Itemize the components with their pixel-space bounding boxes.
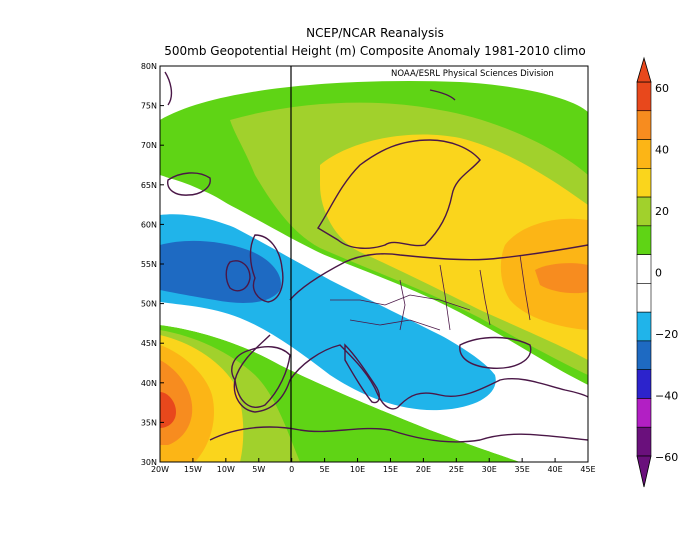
colorbar-label: 40 — [655, 144, 669, 157]
positive-anomaly-southwest-peak — [160, 392, 176, 428]
coast-continental-europe — [233, 244, 588, 413]
coast-iberia — [231, 346, 291, 408]
colorbar-label: −40 — [655, 390, 678, 403]
lat-label: 75N — [141, 102, 157, 111]
lon-label: 10W — [217, 465, 235, 474]
contour-fill — [160, 66, 588, 462]
coast-iceland — [167, 172, 211, 196]
colorbar-bin — [636, 81, 652, 112]
lat-label: 80N — [141, 62, 157, 71]
colorbar-bin — [636, 398, 652, 428]
lon-label: 35E — [515, 465, 530, 474]
coast-italy — [344, 343, 380, 404]
lon-label: 45E — [580, 465, 595, 474]
white-gap-north — [160, 176, 588, 400]
positive-anomaly-east-max — [535, 263, 588, 294]
colorbar-bin — [636, 369, 652, 399]
lon-label: 5E — [320, 465, 330, 474]
lon-label: 25E — [449, 465, 464, 474]
coast-great-britain — [249, 234, 284, 303]
coast-scandinavia — [317, 139, 481, 249]
map-subtitle: 500mb Geopotential Height (m) Composite … — [164, 44, 586, 58]
lat-label: 65N — [141, 181, 157, 190]
colorbar-label: −20 — [655, 328, 678, 341]
coast-ireland — [225, 260, 251, 292]
colorbar-bin — [636, 196, 652, 227]
lon-label: 30E — [482, 465, 497, 474]
colorbar-bin — [636, 110, 652, 140]
colorbar-bin — [636, 283, 652, 313]
credit-box — [388, 67, 587, 79]
lon-label: 20W — [151, 465, 169, 474]
coast-north-africa — [209, 426, 588, 443]
colorbar-bin — [636, 340, 652, 370]
colorbar-bottom-arrow — [636, 455, 652, 488]
lat-label: 35N — [141, 418, 157, 427]
colorbar-bin — [636, 426, 652, 457]
colorbar-bin — [636, 168, 652, 198]
coast-black-sea — [459, 336, 532, 369]
lat-label: 70N — [141, 141, 157, 150]
colorbar-label: −60 — [655, 451, 678, 464]
lon-label: 20E — [416, 465, 431, 474]
colorbar: 60 40 20 0 −20 −40 −60 — [636, 56, 678, 488]
lat-label: 60N — [141, 220, 157, 229]
lat-label: 45N — [141, 339, 157, 348]
colorbar-label: 20 — [655, 205, 669, 218]
colorbar-bin — [636, 254, 652, 284]
lat-label: 40N — [141, 379, 157, 388]
lon-label: 15W — [184, 465, 202, 474]
lon-label: 5W — [252, 465, 265, 474]
colorbar-labels: 60 40 20 0 −20 −40 −60 — [655, 82, 678, 464]
lat-label: 55N — [141, 260, 157, 269]
colorbar-bins — [636, 81, 652, 457]
lon-label: 15E — [383, 465, 398, 474]
map-title: NCEP/NCAR Reanalysis — [306, 26, 444, 40]
coast-arctic-islands — [164, 71, 456, 106]
colorbar-bin — [636, 225, 652, 255]
colorbar-label: 0 — [655, 267, 662, 280]
lon-label: 40E — [547, 465, 562, 474]
colorbar-bin — [636, 311, 652, 342]
country-borders — [330, 254, 531, 331]
credit-text: NOAA/ESRL Physical Sciences Division — [391, 69, 554, 79]
coastlines — [164, 71, 588, 443]
lat-label: 50N — [141, 300, 157, 309]
lon-label: 0 — [289, 465, 294, 474]
white-gap-south — [160, 304, 588, 462]
colorbar-bin — [636, 139, 652, 169]
axis-labels: 20W 15W 10W 5W 0 5E 10E 15E 20E 25E 30E 35E 40E 45E 80… — [141, 62, 596, 474]
colorbar-label: 60 — [655, 82, 669, 95]
lat-label: 30N — [141, 458, 157, 467]
lon-label: 10E — [350, 465, 365, 474]
colorbar-top-arrow — [636, 56, 652, 83]
